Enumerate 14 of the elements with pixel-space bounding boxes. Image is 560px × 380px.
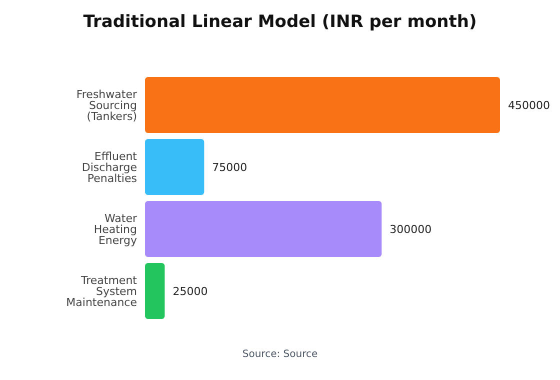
y-tick-label: Treatment System Maintenance	[66, 274, 138, 309]
y-tick-label: Effluent Discharge Penalties	[82, 150, 138, 185]
data-label: 300000	[390, 222, 432, 236]
data-label: 25000	[172, 284, 208, 298]
bar	[145, 139, 204, 195]
y-tick-label: Freshwater Sourcing (Tankers)	[76, 88, 138, 123]
bar	[145, 201, 382, 257]
y-tick-label: Water Heating Energy	[94, 212, 138, 247]
source-note: Source: Source	[241, 349, 319, 360]
data-label: 75000	[212, 160, 248, 174]
bar	[145, 263, 165, 319]
bar	[145, 77, 500, 133]
chart-title: Traditional Linear Model (INR per month)	[82, 11, 478, 34]
data-label: 450000	[508, 98, 550, 112]
